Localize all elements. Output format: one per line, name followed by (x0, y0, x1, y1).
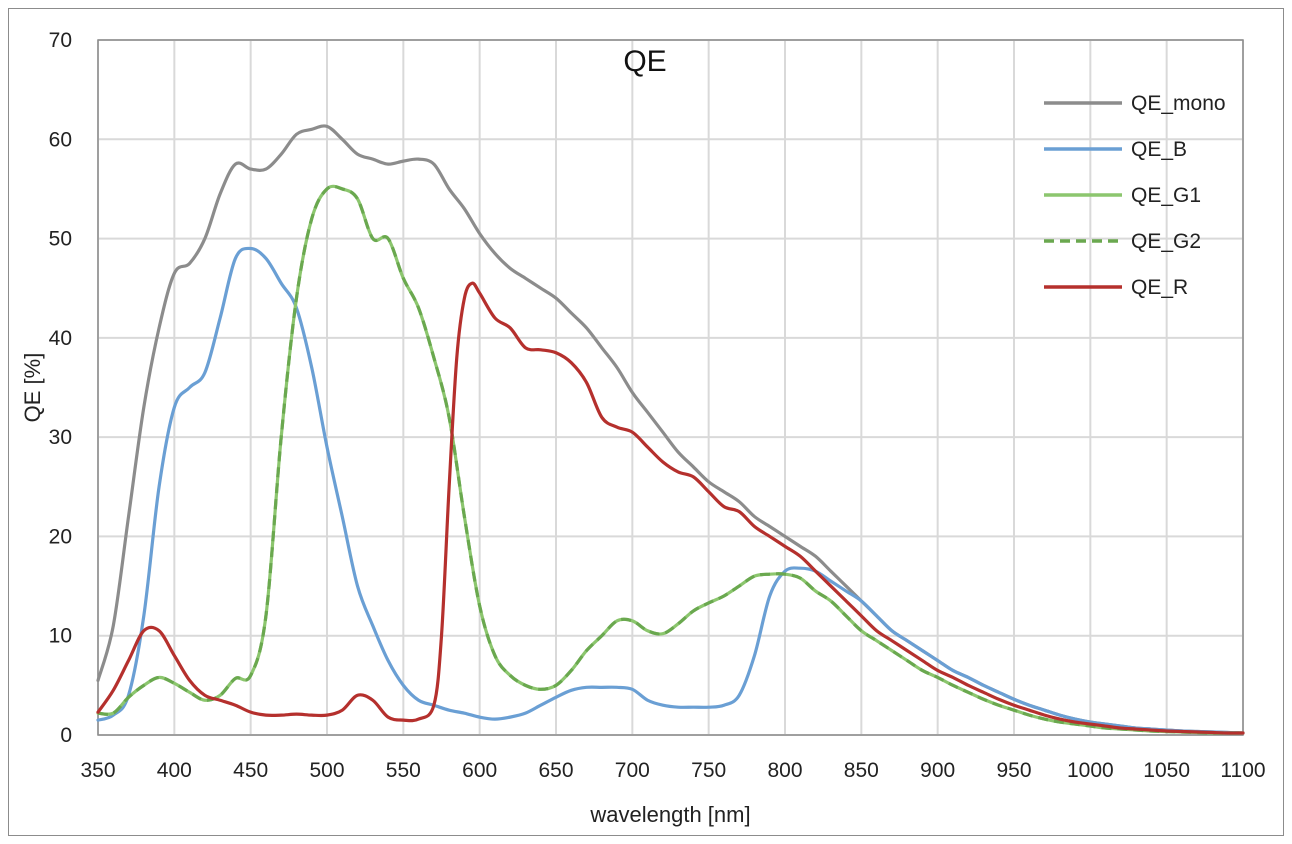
y-axis-title: QE [%] (20, 353, 45, 423)
series-line-qe-g1 (96, 184, 1245, 735)
x-tick-label: 850 (844, 759, 879, 782)
series-group (96, 124, 1245, 735)
y-tick-label: 0 (60, 724, 72, 747)
x-tick-label: 650 (538, 759, 573, 782)
x-tick-label: 1000 (1067, 759, 1114, 782)
y-tick-label: 20 (49, 525, 72, 548)
y-tick-labels: 0 10 20 30 40 50 60 70 (49, 29, 72, 747)
y-tick-label: 60 (49, 128, 72, 151)
series-line-qe-mono (96, 124, 1245, 735)
x-tick-label: 1050 (1143, 759, 1190, 782)
x-tick-label: 600 (462, 759, 497, 782)
y-tick-label: 70 (49, 29, 72, 52)
plot-area-border (97, 39, 1244, 736)
legend-label: QE_G2 (1131, 230, 1201, 253)
x-axis-title: wavelength [nm] (589, 802, 750, 827)
legend-label: QE_B (1131, 138, 1187, 161)
series-line-qe-b (96, 246, 1245, 735)
series-line-qe-g2 (97, 184, 1243, 735)
x-tick-label: 750 (691, 759, 726, 782)
chart-title: QE (623, 45, 666, 78)
y-tick-label: 50 (49, 228, 72, 251)
x-tick-label: 700 (615, 759, 650, 782)
x-tick-label: 800 (767, 759, 802, 782)
x-tick-label: 450 (233, 759, 268, 782)
x-tick-label: 350 (80, 759, 115, 782)
x-tick-label: 400 (157, 759, 192, 782)
x-tick-label: 550 (386, 759, 421, 782)
x-tick-labels: 350 400 450 500 550 600 650 700 750 800 850 900 950 1… (80, 759, 1265, 782)
series-line-qe-r (96, 281, 1245, 735)
x-tick-label: 1100 (1220, 759, 1265, 782)
x-tick-label: 500 (309, 759, 344, 782)
x-tick-label: 900 (920, 759, 955, 782)
y-tick-label: 40 (49, 327, 72, 350)
legend-label: QE_G1 (1131, 184, 1201, 207)
y-tick-label: 10 (49, 625, 72, 648)
legend-label: QE_R (1131, 276, 1188, 299)
legend: QE_mono QE_B QE_G1 QE_G2 QE_R (1044, 92, 1226, 299)
legend-label: QE_mono (1131, 92, 1226, 115)
y-tick-label: 30 (49, 426, 72, 449)
chart-frame (8, 8, 1284, 836)
x-tick-label: 950 (996, 759, 1031, 782)
